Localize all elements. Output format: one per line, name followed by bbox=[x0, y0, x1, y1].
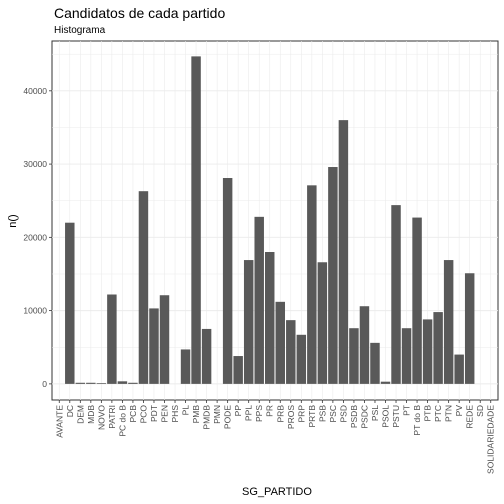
x-tick-label: NOVO bbox=[96, 405, 106, 430]
y-tick-label: 0 bbox=[42, 379, 47, 389]
bar bbox=[433, 312, 443, 384]
bar bbox=[443, 260, 454, 384]
x-tick-label: PSL bbox=[370, 405, 380, 421]
bars bbox=[65, 56, 475, 384]
x-tick-label: PP bbox=[233, 405, 243, 417]
bar bbox=[128, 382, 138, 384]
bar bbox=[233, 356, 243, 384]
bar bbox=[149, 308, 159, 384]
bar bbox=[380, 381, 391, 384]
bar bbox=[86, 382, 96, 384]
x-tick-label: PPL bbox=[244, 405, 254, 421]
bar bbox=[412, 217, 422, 384]
bar bbox=[201, 328, 212, 384]
x-tick-label: AVANTE bbox=[54, 405, 64, 438]
x-tick-label: SD bbox=[475, 405, 485, 417]
x-tick-label: PV bbox=[454, 405, 464, 417]
bar bbox=[275, 301, 285, 384]
x-tick-label: PSTU bbox=[391, 405, 401, 428]
bar bbox=[296, 334, 307, 384]
x-tick-label: PDT bbox=[149, 405, 159, 422]
bar bbox=[180, 349, 191, 384]
x-tick-label: PCB bbox=[128, 405, 138, 423]
bar bbox=[328, 167, 338, 384]
x-axis: AVANTE DC DEM MDB NOVO PATRI PC do B PCB PCO PDT P… bbox=[54, 400, 496, 474]
x-tick-label: PODE bbox=[223, 405, 233, 429]
x-tick-label: PTC bbox=[433, 405, 443, 422]
x-tick-label: PMN bbox=[212, 405, 222, 424]
y-axis-title: n() bbox=[7, 214, 19, 227]
x-tick-label: PR bbox=[265, 405, 275, 417]
bar bbox=[338, 120, 349, 384]
bar bbox=[370, 342, 380, 384]
bar bbox=[286, 320, 296, 384]
y-tick-label: 30000 bbox=[23, 159, 47, 169]
x-tick-label: PT bbox=[402, 405, 412, 416]
x-tick-label: SOLIDARIEDADE bbox=[486, 405, 496, 474]
x-tick-label: PSDC bbox=[359, 405, 369, 429]
bar bbox=[107, 294, 117, 384]
bar bbox=[391, 205, 401, 384]
y-tick-label: 10000 bbox=[23, 306, 47, 316]
x-tick-label: PL bbox=[181, 405, 191, 416]
x-tick-label: DEM bbox=[75, 405, 85, 424]
bar bbox=[117, 381, 128, 384]
bar bbox=[96, 383, 107, 384]
y-tick-label: 40000 bbox=[23, 86, 47, 96]
x-tick-label: PHS bbox=[170, 405, 180, 423]
bar bbox=[422, 319, 433, 384]
chart-title: Candidatos de cada partido bbox=[54, 5, 225, 21]
bar bbox=[265, 252, 275, 384]
bar bbox=[307, 185, 317, 384]
x-tick-label: DC bbox=[65, 405, 75, 417]
x-tick-label: PSB bbox=[317, 405, 327, 422]
y-tick-label: 20000 bbox=[23, 232, 47, 242]
x-tick-label: PSD bbox=[338, 405, 348, 422]
bar bbox=[401, 328, 412, 384]
x-tick-label: PRB bbox=[275, 405, 285, 423]
bar bbox=[138, 191, 149, 384]
bar bbox=[464, 273, 475, 384]
x-tick-label: PT do B bbox=[412, 405, 422, 436]
x-tick-label: PSDB bbox=[349, 405, 359, 428]
x-tick-label: PCO bbox=[138, 405, 148, 424]
x-tick-label: PTB bbox=[423, 405, 433, 422]
x-tick-label: PRTB bbox=[307, 405, 317, 428]
bar bbox=[317, 262, 328, 384]
x-tick-label: PEN bbox=[160, 405, 170, 422]
x-tick-label: PSOL bbox=[381, 405, 391, 428]
x-tick-label: PMDB bbox=[202, 405, 212, 430]
x-tick-label: PATRI bbox=[107, 405, 117, 429]
x-tick-label: PPS bbox=[254, 405, 264, 422]
bar bbox=[359, 306, 370, 384]
x-tick-label: PTN bbox=[444, 405, 454, 422]
bar bbox=[65, 222, 75, 384]
x-tick-label: PC do B bbox=[117, 405, 127, 437]
x-tick-label: MDB bbox=[86, 405, 96, 424]
y-axis: 0 10000 20000 30000 40000 bbox=[23, 86, 52, 389]
bar bbox=[191, 56, 201, 384]
bar bbox=[75, 382, 86, 384]
bar bbox=[454, 354, 464, 384]
bar bbox=[222, 178, 233, 384]
x-tick-label: REDE bbox=[465, 405, 475, 429]
x-tick-label: PMB bbox=[191, 405, 201, 424]
bar bbox=[254, 216, 264, 384]
x-tick-label: PSC bbox=[328, 405, 338, 422]
x-axis-title: SG_PARTIDO bbox=[242, 486, 312, 498]
x-tick-label: PRP bbox=[296, 405, 306, 423]
x-tick-label: PROS bbox=[286, 405, 296, 429]
bar bbox=[159, 295, 170, 384]
bar bbox=[243, 260, 254, 384]
bar bbox=[349, 328, 359, 384]
chart-subtitle: Histograma bbox=[54, 25, 106, 36]
